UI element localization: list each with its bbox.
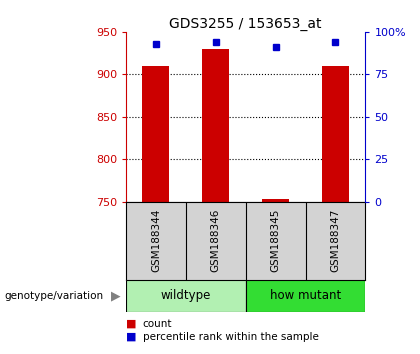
Text: wildtype: wildtype: [161, 289, 211, 302]
Text: genotype/variation: genotype/variation: [4, 291, 103, 301]
Text: ■: ■: [126, 332, 136, 342]
Bar: [246, 280, 365, 312]
Text: percentile rank within the sample: percentile rank within the sample: [143, 332, 319, 342]
Text: GSM188346: GSM188346: [211, 209, 221, 273]
Text: ■: ■: [126, 319, 136, 329]
Text: GSM188344: GSM188344: [151, 209, 161, 273]
Bar: [126, 280, 246, 312]
Text: ▶: ▶: [111, 289, 120, 302]
Bar: [262, 199, 289, 202]
Text: count: count: [143, 319, 172, 329]
Bar: [322, 66, 349, 202]
Text: how mutant: how mutant: [270, 289, 341, 302]
Text: GSM188345: GSM188345: [270, 209, 281, 273]
Bar: [142, 66, 169, 202]
Title: GDS3255 / 153653_at: GDS3255 / 153653_at: [169, 17, 322, 31]
Bar: [202, 49, 229, 202]
Text: GSM188347: GSM188347: [331, 209, 341, 273]
